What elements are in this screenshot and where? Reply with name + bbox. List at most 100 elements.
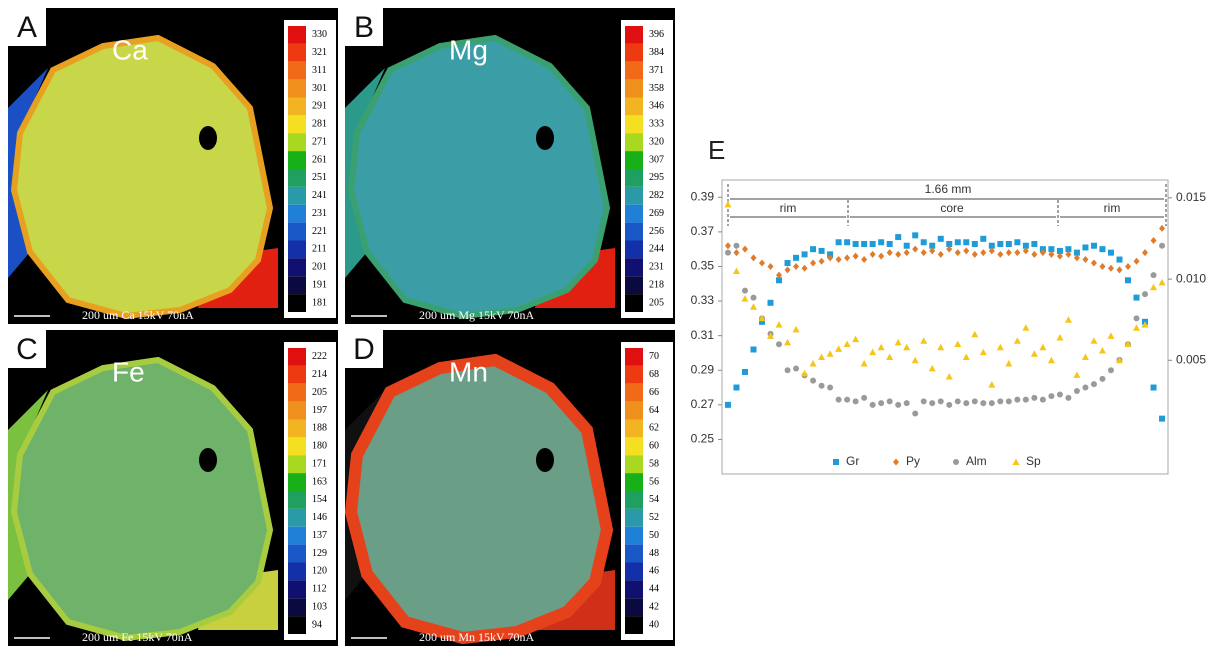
point: [886, 353, 894, 361]
point: [1116, 256, 1123, 263]
point: [861, 394, 868, 401]
point: [733, 384, 740, 391]
colorbar-label: 291: [312, 101, 327, 112]
point: [920, 249, 927, 257]
colorbar-cell: [625, 562, 643, 581]
point: [920, 337, 928, 344]
point: [1115, 356, 1123, 364]
point: [1124, 262, 1131, 270]
point: [1065, 246, 1072, 253]
point: [835, 345, 843, 352]
point: [1082, 256, 1089, 264]
point: [818, 382, 825, 389]
colorbar-cell: [625, 151, 643, 169]
colorbar-label: 52: [649, 512, 659, 523]
point: [1124, 340, 1132, 348]
point: [733, 249, 740, 257]
colorbar-label: 191: [312, 279, 327, 290]
colorbar-cell: [288, 419, 306, 438]
y-tick-label: 0.25: [691, 432, 715, 446]
colorbar-cell: [288, 437, 306, 456]
point: [1005, 240, 1012, 247]
point: [809, 360, 817, 367]
point: [937, 250, 944, 258]
colorbar-cell: [625, 43, 643, 62]
point: [852, 335, 860, 343]
point: [1048, 250, 1055, 258]
colorbar-label: 201: [312, 262, 327, 273]
point: [912, 245, 919, 253]
colorbar-label: 42: [649, 601, 659, 612]
point: [954, 249, 961, 257]
point: [1031, 250, 1038, 258]
point: [776, 271, 783, 279]
colorbar-label: 271: [312, 136, 327, 147]
point: [793, 254, 800, 261]
colorbar-cell: [288, 348, 306, 366]
point: [1014, 239, 1021, 246]
point: [1158, 278, 1166, 286]
colorbar-label: 62: [649, 423, 659, 434]
point: [784, 266, 791, 274]
colorbar-label: 137: [312, 530, 327, 541]
point: [1013, 337, 1021, 344]
point: [1159, 415, 1166, 422]
point: [894, 338, 902, 346]
legend-marker: [833, 459, 839, 465]
point: [929, 400, 936, 407]
point: [844, 254, 851, 262]
colorbar-label: 205: [312, 387, 327, 398]
colorbar-label: 320: [649, 136, 664, 147]
point: [903, 249, 910, 257]
point: [1090, 259, 1097, 267]
point: [946, 245, 953, 253]
map-caption: 200 um Mn 15kV 70nA: [419, 630, 534, 644]
colorbar-label: 46: [649, 566, 659, 577]
point: [1022, 324, 1030, 331]
point: [912, 232, 919, 239]
colorbar-label: 330: [312, 29, 327, 40]
colorbar-cell: [625, 222, 643, 241]
legend-label: Py: [906, 454, 920, 468]
colorbar-label: 112: [312, 584, 327, 595]
point: [988, 242, 995, 249]
point: [1031, 240, 1038, 247]
legend-marker: [953, 459, 959, 465]
point: [741, 368, 748, 375]
point: [826, 350, 834, 357]
colorbar-label: 321: [312, 47, 327, 58]
point: [1150, 283, 1158, 291]
colorbar-cell: [625, 115, 643, 134]
point: [1098, 347, 1106, 354]
y-tick-label: 0.33: [691, 293, 715, 307]
point: [844, 239, 851, 246]
colorbar-cell: [288, 26, 306, 44]
colorbar-label: 54: [649, 494, 659, 505]
point: [759, 259, 766, 267]
point: [1039, 249, 1046, 257]
colorbar-label: 282: [649, 190, 664, 201]
colorbar-cell: [625, 508, 643, 527]
y2-tick-label: 0.010: [1176, 271, 1206, 285]
colorbar-label: 358: [649, 83, 664, 94]
element-label: Ca: [112, 34, 148, 65]
point: [937, 235, 944, 242]
panel-label-box: [8, 330, 46, 368]
colorbar-cell: [625, 97, 643, 116]
point: [1082, 244, 1089, 251]
point: [750, 254, 757, 262]
colorbar-cell: [288, 240, 306, 259]
map-matrix: [345, 68, 385, 278]
colorbar-cell: [625, 204, 643, 223]
point: [724, 242, 731, 250]
point: [1099, 246, 1106, 253]
annotation: rim: [1104, 201, 1121, 215]
point: [929, 242, 936, 249]
point: [954, 239, 961, 246]
point: [1031, 394, 1038, 401]
point: [835, 396, 842, 403]
point: [1107, 332, 1115, 339]
point: [1133, 315, 1140, 322]
element-label: Mg: [449, 34, 488, 65]
